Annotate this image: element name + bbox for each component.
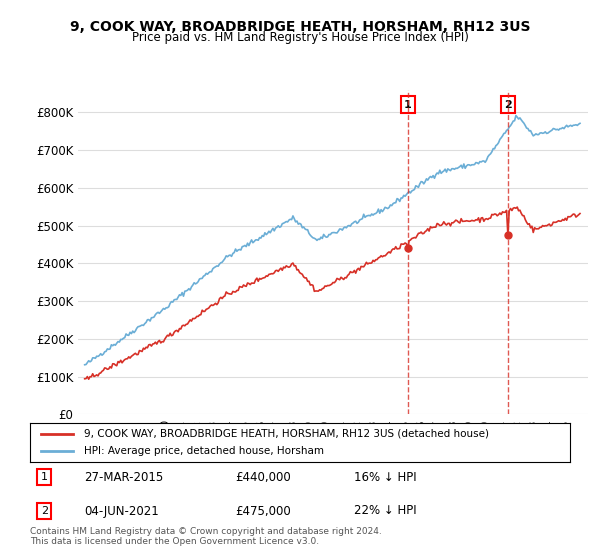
Text: 16% ↓ HPI: 16% ↓ HPI	[354, 470, 416, 484]
Text: 22% ↓ HPI: 22% ↓ HPI	[354, 505, 416, 517]
Text: £475,000: £475,000	[235, 505, 291, 517]
Text: 1: 1	[404, 100, 412, 110]
Text: Price paid vs. HM Land Registry's House Price Index (HPI): Price paid vs. HM Land Registry's House …	[131, 31, 469, 44]
Text: 2: 2	[41, 506, 48, 516]
Text: 2: 2	[504, 100, 512, 110]
Text: 9, COOK WAY, BROADBRIDGE HEATH, HORSHAM, RH12 3US (detached house): 9, COOK WAY, BROADBRIDGE HEATH, HORSHAM,…	[84, 429, 489, 439]
Text: 04-JUN-2021: 04-JUN-2021	[84, 505, 159, 517]
Text: HPI: Average price, detached house, Horsham: HPI: Average price, detached house, Hors…	[84, 446, 324, 456]
Text: 27-MAR-2015: 27-MAR-2015	[84, 470, 163, 484]
Text: 1: 1	[41, 472, 48, 482]
Text: Contains HM Land Registry data © Crown copyright and database right 2024.
This d: Contains HM Land Registry data © Crown c…	[30, 526, 382, 546]
Text: £440,000: £440,000	[235, 470, 291, 484]
Text: 9, COOK WAY, BROADBRIDGE HEATH, HORSHAM, RH12 3US: 9, COOK WAY, BROADBRIDGE HEATH, HORSHAM,…	[70, 20, 530, 34]
